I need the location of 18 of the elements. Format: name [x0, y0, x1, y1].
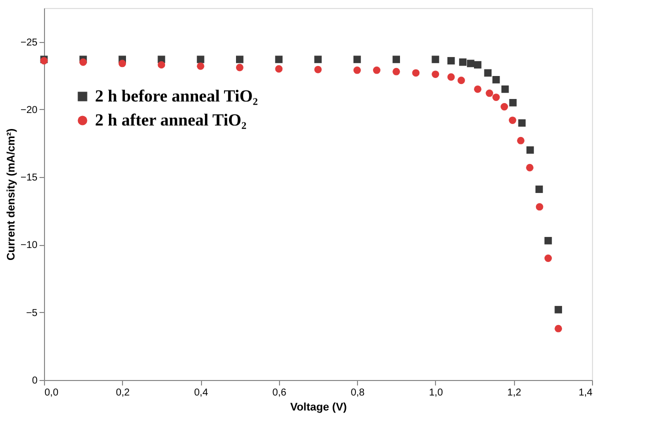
x-tick-label: 0,0	[44, 388, 59, 398]
x-tick-label: 0,6	[272, 388, 287, 398]
y-tick-label: −25	[20, 37, 38, 48]
y-axis-title: Current density (mA/cm²)	[6, 128, 18, 261]
x-tick-label: 1,4	[578, 388, 593, 398]
y-tick-label: 0	[32, 376, 38, 386]
x-tick-label: 1,2	[507, 388, 522, 398]
legend-label: 2 h before anneal TiO₂	[95, 86, 258, 106]
x-axis-title: Voltage (V)	[290, 402, 348, 414]
y-tick-label: −15	[20, 172, 38, 184]
x-tick-label: 0,8	[350, 388, 366, 398]
x-tick-label: 1,0	[428, 388, 444, 398]
y-tick-label: −10	[20, 240, 38, 252]
y-tick-label: −20	[20, 104, 38, 116]
x-tick-label: 0,2	[116, 388, 130, 398]
x-tick-label: 0,4	[194, 388, 208, 398]
legend-label: 2 h after anneal TiO₂	[95, 110, 247, 130]
y-tick-label: −5	[26, 308, 38, 319]
